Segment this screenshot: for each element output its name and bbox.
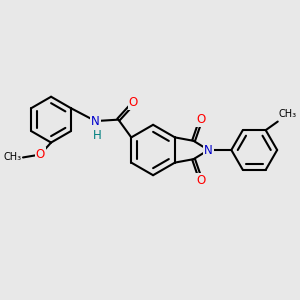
Text: O: O bbox=[196, 113, 205, 126]
Text: CH₃: CH₃ bbox=[4, 152, 22, 162]
Text: N: N bbox=[204, 143, 213, 157]
Text: H: H bbox=[92, 129, 101, 142]
Text: N: N bbox=[91, 115, 100, 128]
Text: O: O bbox=[196, 174, 205, 187]
Text: O: O bbox=[129, 96, 138, 109]
Text: O: O bbox=[36, 148, 45, 161]
Text: CH₃: CH₃ bbox=[278, 109, 296, 119]
